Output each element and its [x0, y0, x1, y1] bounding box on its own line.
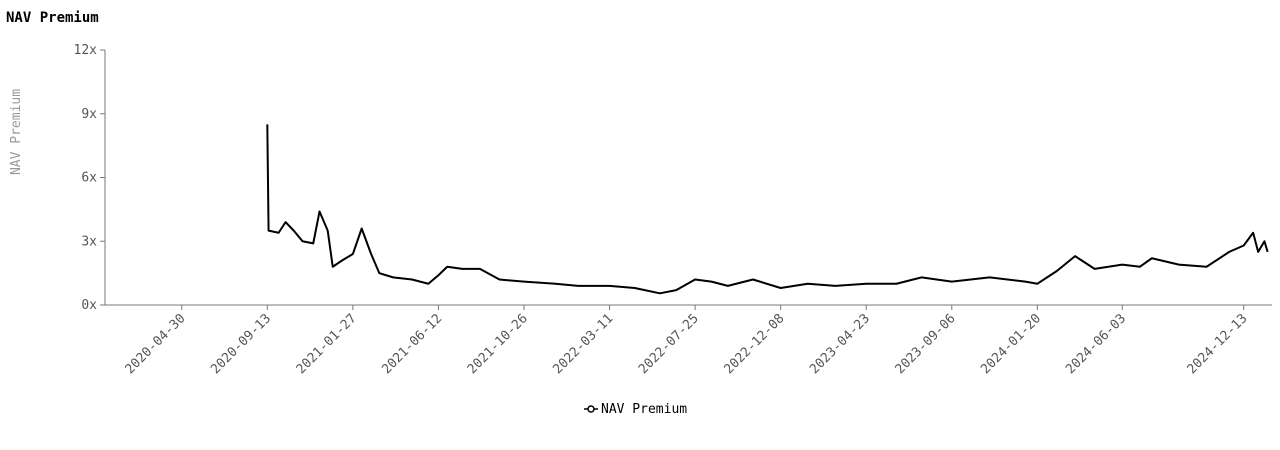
- legend-marker: [587, 405, 595, 413]
- x-tick-label: 2021-10-26: [465, 311, 531, 377]
- line: [266, 124, 1269, 295]
- y-tick-label: 9x: [81, 107, 97, 122]
- x-tick-label: 2021-06-12: [379, 311, 445, 377]
- x-tick-label: 2022-07-25: [636, 311, 702, 377]
- x-tick-label: 2021-01-27: [294, 311, 360, 377]
- y-tick-label: 3x: [81, 234, 97, 249]
- x-tick-label: 2023-04-23: [807, 311, 873, 377]
- x-tick-label: 2022-03-11: [550, 311, 616, 377]
- y-axis-title: NAV Premium: [9, 89, 24, 175]
- y-tick-label: 6x: [81, 171, 97, 186]
- y-tick-label: 12x: [74, 43, 98, 58]
- x-tick-label: 2024-12-13: [1185, 311, 1251, 377]
- x-tick-label: 2024-06-03: [1063, 311, 1129, 377]
- x-tick-label: 2024-01-20: [978, 311, 1044, 377]
- x-tick-label: 2022-12-08: [722, 311, 788, 377]
- legend-label: NAV Premium: [601, 402, 687, 417]
- x-tick-label: 2023-09-06: [893, 311, 959, 377]
- y-tick-label: 0x: [81, 298, 97, 313]
- x-tick-label: 2020-09-13: [208, 311, 274, 377]
- x-tick-label: 2020-04-30: [123, 311, 189, 377]
- chart-title: NAV Premium: [6, 10, 99, 26]
